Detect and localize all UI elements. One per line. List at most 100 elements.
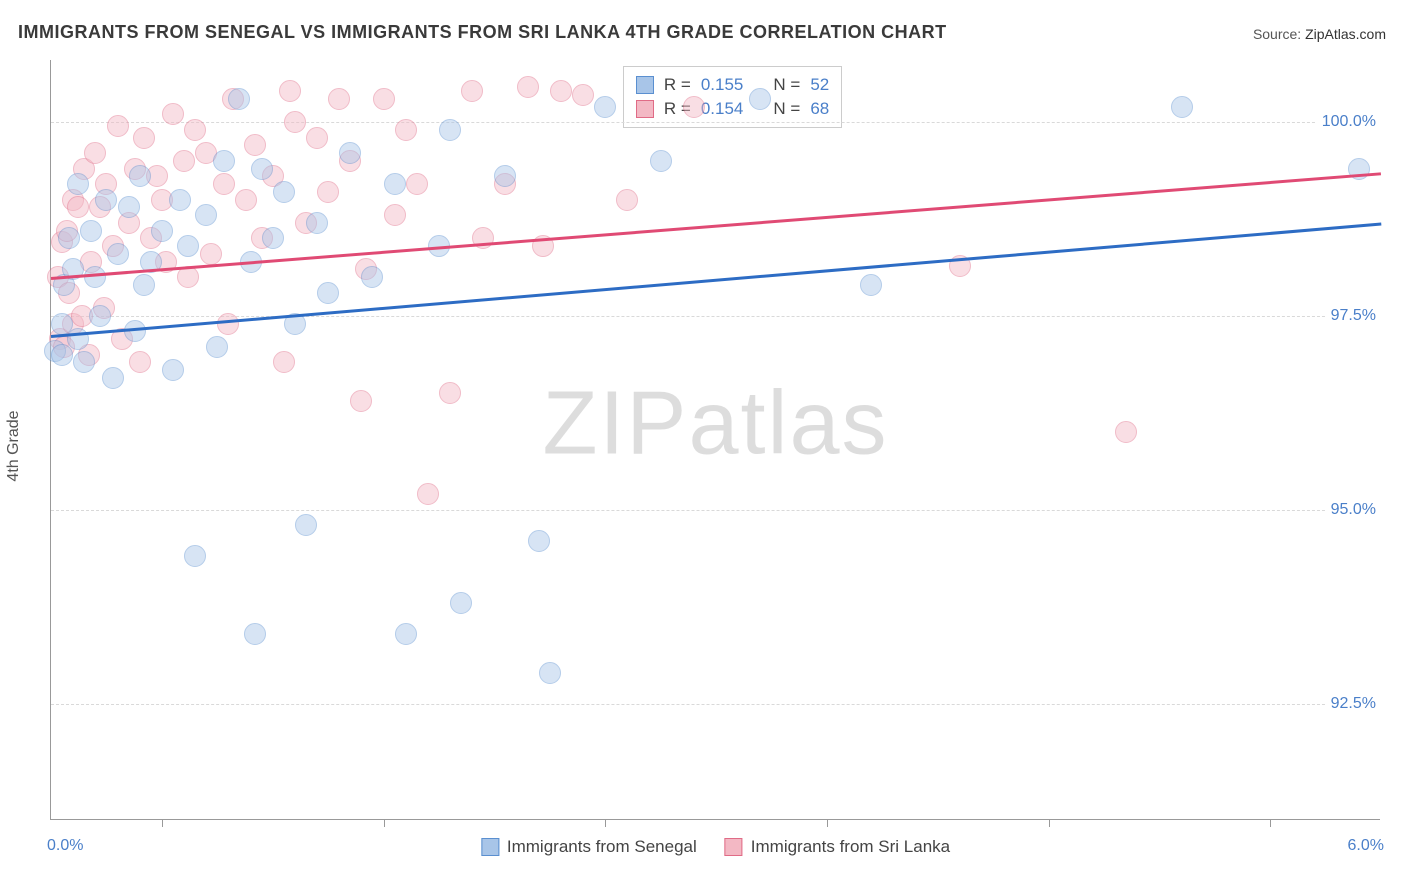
scatter-point-senegal [306,212,328,234]
scatter-point-senegal [295,514,317,536]
scatter-point-senegal [107,243,129,265]
scatter-point-srilanka [184,119,206,141]
scatter-point-srilanka [235,189,257,211]
scatter-point-srilanka [373,88,395,110]
scatter-point-srilanka [317,181,339,203]
watermark: ZIPatlas [542,373,888,476]
legend-label-srilanka: Immigrants from Sri Lanka [751,837,950,857]
scatter-point-srilanka [213,173,235,195]
scatter-point-senegal [102,367,124,389]
scatter-point-senegal [73,351,95,373]
scatter-point-srilanka [279,80,301,102]
x-tick [1049,819,1050,827]
scatter-point-srilanka [616,189,638,211]
scatter-point-senegal [439,119,461,141]
stats-n-label: N = [773,75,800,95]
stats-swatch-srilanka [636,100,654,118]
legend-entry-senegal: Immigrants from Senegal [481,837,697,857]
legend-bottom: Immigrants from Senegal Immigrants from … [481,837,950,857]
y-tick-label: 92.5% [1325,693,1382,715]
scatter-point-srilanka [133,127,155,149]
x-tick [827,819,828,827]
legend-entry-srilanka: Immigrants from Sri Lanka [725,837,950,857]
scatter-point-senegal [195,204,217,226]
scatter-point-srilanka [177,266,199,288]
scatter-point-srilanka [461,80,483,102]
chart-title: IMMIGRANTS FROM SENEGAL VS IMMIGRANTS FR… [18,22,947,43]
scatter-point-senegal [184,545,206,567]
scatter-point-srilanka [67,196,89,218]
scatter-point-senegal [539,662,561,684]
scatter-point-srilanka [244,134,266,156]
scatter-point-senegal [118,196,140,218]
scatter-point-senegal [494,165,516,187]
scatter-point-senegal [273,181,295,203]
scatter-point-senegal [384,173,406,195]
scatter-point-senegal [67,173,89,195]
scatter-point-srilanka [550,80,572,102]
watermark-bold: ZIP [542,374,688,474]
scatter-point-srilanka [328,88,350,110]
source-attribution: Source: ZipAtlas.com [1253,26,1386,42]
x-axis-min-label: 0.0% [47,837,83,855]
scatter-point-senegal [95,189,117,211]
scatter-point-srilanka [350,390,372,412]
scatter-point-srilanka [306,127,328,149]
stats-r-value-srilanka: 0.154 [701,99,744,119]
scatter-plot-area: ZIPatlas 0.0% 6.0% Immigrants from Seneg… [50,60,1380,820]
scatter-point-senegal [89,305,111,327]
gridline-h [51,122,1380,123]
source-value: ZipAtlas.com [1305,26,1386,42]
x-tick [1270,819,1271,827]
scatter-point-senegal [58,227,80,249]
scatter-point-srilanka [406,173,428,195]
scatter-point-senegal [1171,96,1193,118]
y-tick-label: 100.0% [1316,111,1382,133]
scatter-point-senegal [169,189,191,211]
x-tick [605,819,606,827]
gridline-h [51,704,1380,705]
scatter-point-senegal [228,88,250,110]
scatter-point-senegal [262,227,284,249]
legend-stats-row-srilanka: R = 0.154 N = 68 [636,97,829,121]
stats-n-label: N = [773,99,800,119]
scatter-point-senegal [251,158,273,180]
scatter-point-senegal [860,274,882,296]
legend-label-senegal: Immigrants from Senegal [507,837,697,857]
scatter-point-srilanka [173,150,195,172]
scatter-point-senegal [749,88,771,110]
legend-swatch-srilanka [725,838,743,856]
legend-swatch-senegal [481,838,499,856]
scatter-point-senegal [395,623,417,645]
scatter-point-senegal [650,150,672,172]
scatter-point-senegal [594,96,616,118]
stats-n-value-senegal: 52 [810,75,829,95]
y-axis-title: 4th Grade [5,410,23,481]
scatter-point-srilanka [200,243,222,265]
scatter-point-srilanka [162,103,184,125]
x-tick [162,819,163,827]
scatter-point-srilanka [517,76,539,98]
scatter-point-senegal [133,274,155,296]
scatter-point-srilanka [129,351,151,373]
x-tick [384,819,385,827]
x-axis-max-label: 6.0% [1348,837,1384,855]
scatter-point-srilanka [284,111,306,133]
scatter-point-srilanka [439,382,461,404]
scatter-point-srilanka [107,115,129,137]
scatter-point-senegal [177,235,199,257]
scatter-point-senegal [244,623,266,645]
y-tick-label: 95.0% [1325,499,1382,521]
scatter-point-senegal [528,530,550,552]
stats-swatch-senegal [636,76,654,94]
scatter-point-srilanka [273,351,295,373]
scatter-point-senegal [124,320,146,342]
scatter-point-senegal [213,150,235,172]
scatter-point-senegal [84,266,106,288]
stats-r-value-senegal: 0.155 [701,75,744,95]
legend-stats-box: R = 0.155 N = 52 R = 0.154 N = 68 [623,66,842,128]
scatter-point-srilanka [217,313,239,335]
scatter-point-srilanka [683,96,705,118]
scatter-point-senegal [317,282,339,304]
legend-stats-row-senegal: R = 0.155 N = 52 [636,73,829,97]
